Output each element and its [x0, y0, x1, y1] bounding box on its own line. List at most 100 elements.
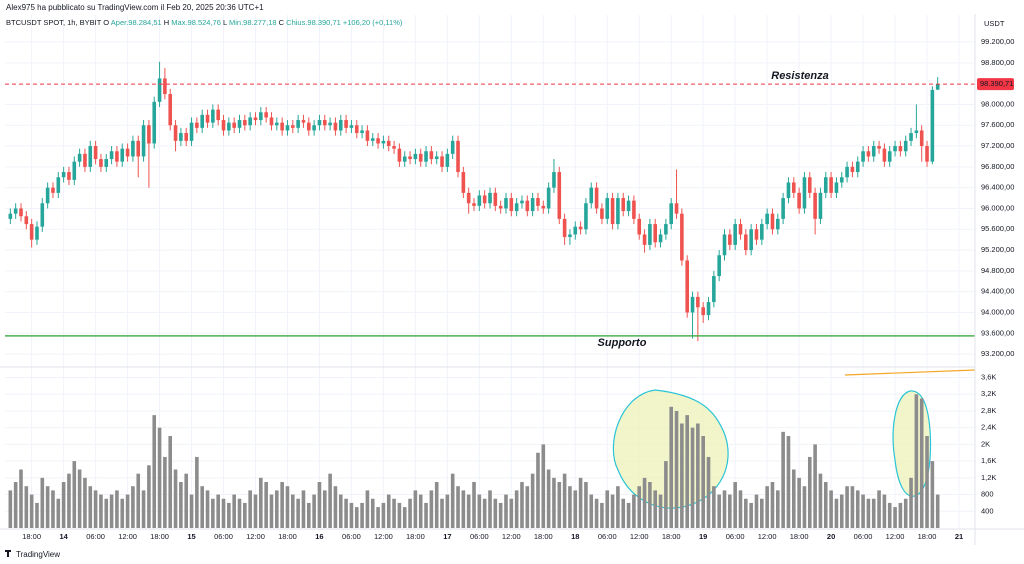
candle-body — [493, 192, 498, 206]
candle-body — [765, 213, 769, 225]
candle-body — [845, 166, 849, 178]
candle-body — [328, 122, 332, 126]
volume-bar — [557, 482, 562, 528]
volume-bar — [205, 490, 210, 528]
candle-body — [381, 140, 386, 144]
volume-bar — [680, 423, 684, 528]
candle-body — [466, 192, 471, 204]
volume-bar — [136, 473, 141, 528]
candle-body — [317, 120, 322, 126]
y-tick-label: 94.000,00 — [981, 307, 1014, 316]
volume-bar — [370, 498, 375, 528]
candle-body — [141, 125, 146, 157]
volume-bar — [333, 486, 338, 528]
volume-bar — [72, 461, 77, 528]
volume-bar — [530, 473, 535, 528]
level-label: Supporto — [598, 337, 647, 349]
volume-bar — [802, 486, 807, 528]
candle-body — [8, 213, 13, 219]
candle-body — [83, 153, 87, 167]
volume-bar — [514, 490, 519, 528]
volume-bar — [509, 498, 514, 528]
volume-bar — [658, 494, 663, 528]
candle-body — [632, 200, 636, 219]
volume-bar — [578, 477, 583, 528]
volume-bar — [269, 494, 274, 528]
candle-body — [797, 192, 801, 209]
candle-body — [791, 182, 796, 193]
y-tick-label: 98.800,00 — [981, 58, 1014, 67]
volume-bar — [40, 477, 45, 528]
volume-bar — [600, 502, 604, 528]
candle-body — [887, 151, 892, 162]
volume-bar — [626, 502, 631, 528]
candle-body — [402, 156, 407, 162]
candle-body — [680, 213, 684, 261]
y-tick-label: 96.400,00 — [981, 183, 1014, 192]
candle-body — [648, 224, 652, 245]
candle-body — [909, 133, 913, 141]
last-price-tag — [977, 78, 1014, 91]
volume-tick-label: 1,6K — [981, 456, 996, 465]
volume-bar — [829, 490, 833, 528]
volume-bar — [738, 490, 743, 528]
volume-bar — [434, 482, 439, 528]
volume-bar — [115, 490, 119, 528]
candle-body — [424, 151, 428, 162]
candle-body — [195, 122, 199, 128]
candle-body — [914, 130, 919, 134]
volume-bar — [211, 498, 215, 528]
volume-bar — [429, 490, 434, 528]
level-label: Resistenza — [771, 70, 828, 82]
volume-bar — [712, 486, 716, 528]
volume-bar — [653, 490, 658, 528]
volume-bar — [637, 486, 642, 528]
volume-bar — [909, 477, 913, 528]
candle-body — [685, 260, 689, 313]
volume-tick-label: 2,4K — [981, 423, 996, 432]
candle-body — [434, 156, 439, 160]
x-tick-label: 12:00 — [630, 532, 649, 541]
candle-body — [40, 203, 45, 227]
volume-bar — [610, 494, 615, 528]
candle-body — [541, 205, 546, 209]
candle-body — [136, 140, 141, 157]
volume-bar — [925, 436, 929, 528]
volume-bar — [264, 482, 268, 528]
candle-body — [637, 218, 642, 235]
candle-body — [871, 146, 876, 157]
volume-bar — [179, 482, 183, 528]
volume-bar — [285, 486, 290, 528]
candle-body — [264, 112, 268, 118]
volume-bar — [877, 490, 881, 528]
y-tick-label: 99.200,00 — [981, 37, 1014, 46]
x-tick-label: 18 — [571, 532, 579, 541]
volume-bar — [919, 398, 924, 528]
candle-body — [67, 172, 71, 180]
candle-body — [866, 151, 871, 157]
candle-body — [51, 187, 55, 193]
x-tick-label: 18:00 — [534, 532, 553, 541]
x-tick-label: 12:00 — [502, 532, 521, 541]
candle-body — [93, 146, 98, 160]
symbol-legend: BTCUSDT SPOT, 1h, BYBIT O Aper.98.284,51… — [6, 18, 403, 27]
y-tick-label: 97.200,00 — [981, 141, 1014, 150]
candle-body — [104, 159, 109, 167]
candle-body — [813, 192, 817, 219]
candle-body — [722, 234, 727, 256]
volume-bar — [472, 482, 476, 528]
volume-bar — [157, 427, 162, 528]
candle-body — [147, 125, 151, 144]
candle-body — [706, 302, 711, 316]
volume-bar — [855, 490, 860, 528]
volume-bar — [818, 473, 823, 528]
volume-bar — [445, 494, 450, 528]
ohlc-value: Max.98.524,76 — [171, 18, 221, 27]
volume-bar — [168, 436, 173, 528]
candle-body — [418, 153, 423, 162]
volume-bar — [722, 490, 727, 528]
volume-bar — [642, 477, 647, 528]
candle-body — [898, 146, 903, 152]
volume-bar — [77, 469, 82, 528]
